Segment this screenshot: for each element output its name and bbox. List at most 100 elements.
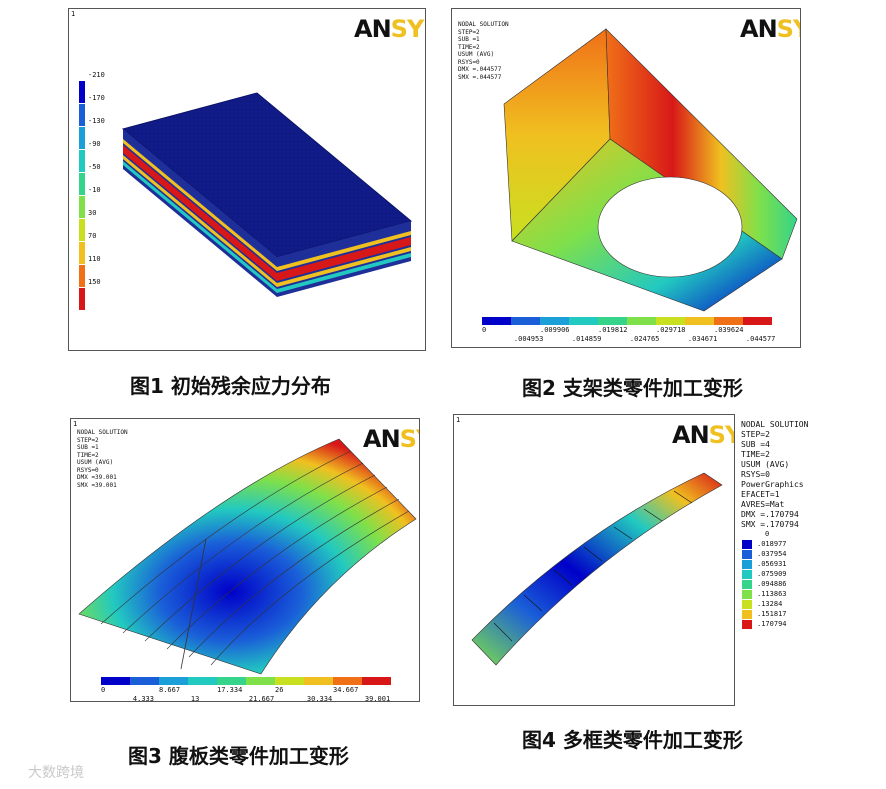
legend-swatch (742, 600, 752, 609)
scale-swatch (627, 317, 656, 325)
legend-swatch (79, 242, 85, 264)
legend-swatch (742, 570, 752, 579)
scale-swatch (304, 677, 333, 685)
figure4-panel: 1 ANSYS (453, 414, 735, 706)
legend-label: 30 (88, 209, 97, 217)
legend-swatch (79, 265, 85, 287)
legend-swatch (79, 219, 85, 241)
legend-swatch (742, 590, 752, 599)
scale-swatch (598, 317, 627, 325)
legend-label: -50 (88, 163, 101, 171)
ansys-logo: ANSYS (354, 15, 425, 43)
scale-tick-label: .044577 (745, 335, 776, 343)
initial-stress-block (121, 92, 413, 297)
scale-tick-label: 30.334 (306, 695, 333, 702)
multi-frame-deformation-model (471, 472, 723, 666)
scale-swatch (482, 317, 511, 325)
scale-tick-label: .034671 (687, 335, 718, 343)
legend-label: -210 (88, 71, 105, 79)
displacement-scale-bar (101, 677, 391, 685)
scale-tick-label: 13 (190, 695, 200, 702)
figure1-panel: 1 ANSYS -210 -170 -130 -90 -50 -10 30 70 110 150 (68, 8, 426, 351)
figure1-caption: 图1 初始残余应力分布 (130, 374, 331, 398)
solution-header: NODAL SOLUTION STEP=2 SUB =1 TIME=2 USUM (AV… (458, 21, 509, 81)
legend-zero-label: 0 (765, 530, 770, 538)
scale-tick-label: 26 (275, 686, 284, 694)
bracket-deformation-model (503, 28, 798, 312)
scale-swatch (569, 317, 598, 325)
legend-swatch (79, 150, 85, 172)
legend-label: .13284 (757, 600, 783, 608)
ansys-logo: ANSYS (740, 15, 800, 43)
ansys-logo: ANSYS (363, 425, 419, 453)
scale-swatch (275, 677, 304, 685)
scale-tick-label: 0 (482, 326, 487, 334)
scale-tick-label: 21.667 (248, 695, 275, 702)
legend-label: -130 (88, 117, 105, 125)
legend-label: .075909 (757, 570, 787, 578)
scale-swatch (685, 317, 714, 325)
legend-swatch (742, 580, 752, 589)
watermark: 大数跨境 (28, 765, 84, 781)
ansys-logo: ANSYS (672, 421, 734, 449)
scale-tick-label: .014859 (571, 335, 602, 343)
scale-swatch (656, 317, 685, 325)
solution-header: NODAL SOLUTION STEP=2 SUB =4 TIME=2 USUM (AV… (741, 420, 809, 529)
legend-swatch (742, 560, 752, 569)
scale-swatch (188, 677, 217, 685)
legend-swatch (79, 196, 85, 218)
legend-label: -10 (88, 186, 101, 194)
legend-label: -90 (88, 140, 101, 148)
solution-header: NODAL SOLUTION STEP=2 SUB =1 TIME=2 USUM (AV… (77, 429, 128, 489)
legend-label: 70 (88, 232, 97, 240)
displacement-scale-bar (482, 317, 772, 325)
scale-swatch (362, 677, 391, 685)
scale-swatch (159, 677, 188, 685)
figure3-caption: 图3 腹板类零件加工变形 (128, 744, 349, 768)
scale-swatch (217, 677, 246, 685)
scale-tick-label: .009906 (540, 326, 570, 334)
legend-swatch (79, 288, 85, 310)
legend-label: -170 (88, 94, 105, 102)
legend-swatch (742, 610, 752, 619)
legend-swatch (79, 173, 85, 195)
scale-tick-label: 4.333 (132, 695, 154, 702)
legend-label: .094886 (757, 580, 787, 588)
scale-swatch (333, 677, 362, 685)
legend-label: .018977 (757, 540, 787, 548)
corner-marker: 1 (456, 416, 461, 424)
legend-swatch (79, 81, 85, 103)
legend-label: .037954 (757, 550, 787, 558)
scale-swatch (743, 317, 772, 325)
legend-label: 150 (88, 278, 101, 286)
figure2-caption: 图2 支架类零件加工变形 (522, 376, 743, 400)
legend-label: .113863 (757, 590, 787, 598)
legend-label: .151817 (757, 610, 787, 618)
scale-swatch (714, 317, 743, 325)
scale-tick-label: 39.001 (364, 695, 391, 702)
scale-tick-label: .029718 (656, 326, 686, 334)
scale-tick-label: 34.667 (333, 686, 359, 694)
legend-swatch (742, 620, 752, 629)
legend-label: 110 (88, 255, 101, 263)
scale-tick-label: .024765 (629, 335, 660, 343)
legend-label: .170794 (757, 620, 787, 628)
scale-swatch (511, 317, 540, 325)
web-plate-deformation-model (78, 438, 417, 675)
legend-swatch (79, 127, 85, 149)
scale-tick-label: .019812 (598, 326, 628, 334)
scale-swatch (540, 317, 569, 325)
scale-tick-label: 0 (101, 686, 106, 694)
corner-marker: 1 (73, 420, 78, 428)
scale-tick-label: 17.334 (217, 686, 243, 694)
scale-tick-label: .039624 (714, 326, 744, 334)
legend-swatch (79, 104, 85, 126)
legend-swatch (742, 550, 752, 559)
figure4-caption: 图4 多框类零件加工变形 (522, 728, 743, 752)
legend-label: .056931 (757, 560, 787, 568)
scale-tick-label: 8.667 (159, 686, 181, 694)
scale-tick-label: .004953 (513, 335, 544, 343)
legend-swatch (742, 540, 752, 549)
